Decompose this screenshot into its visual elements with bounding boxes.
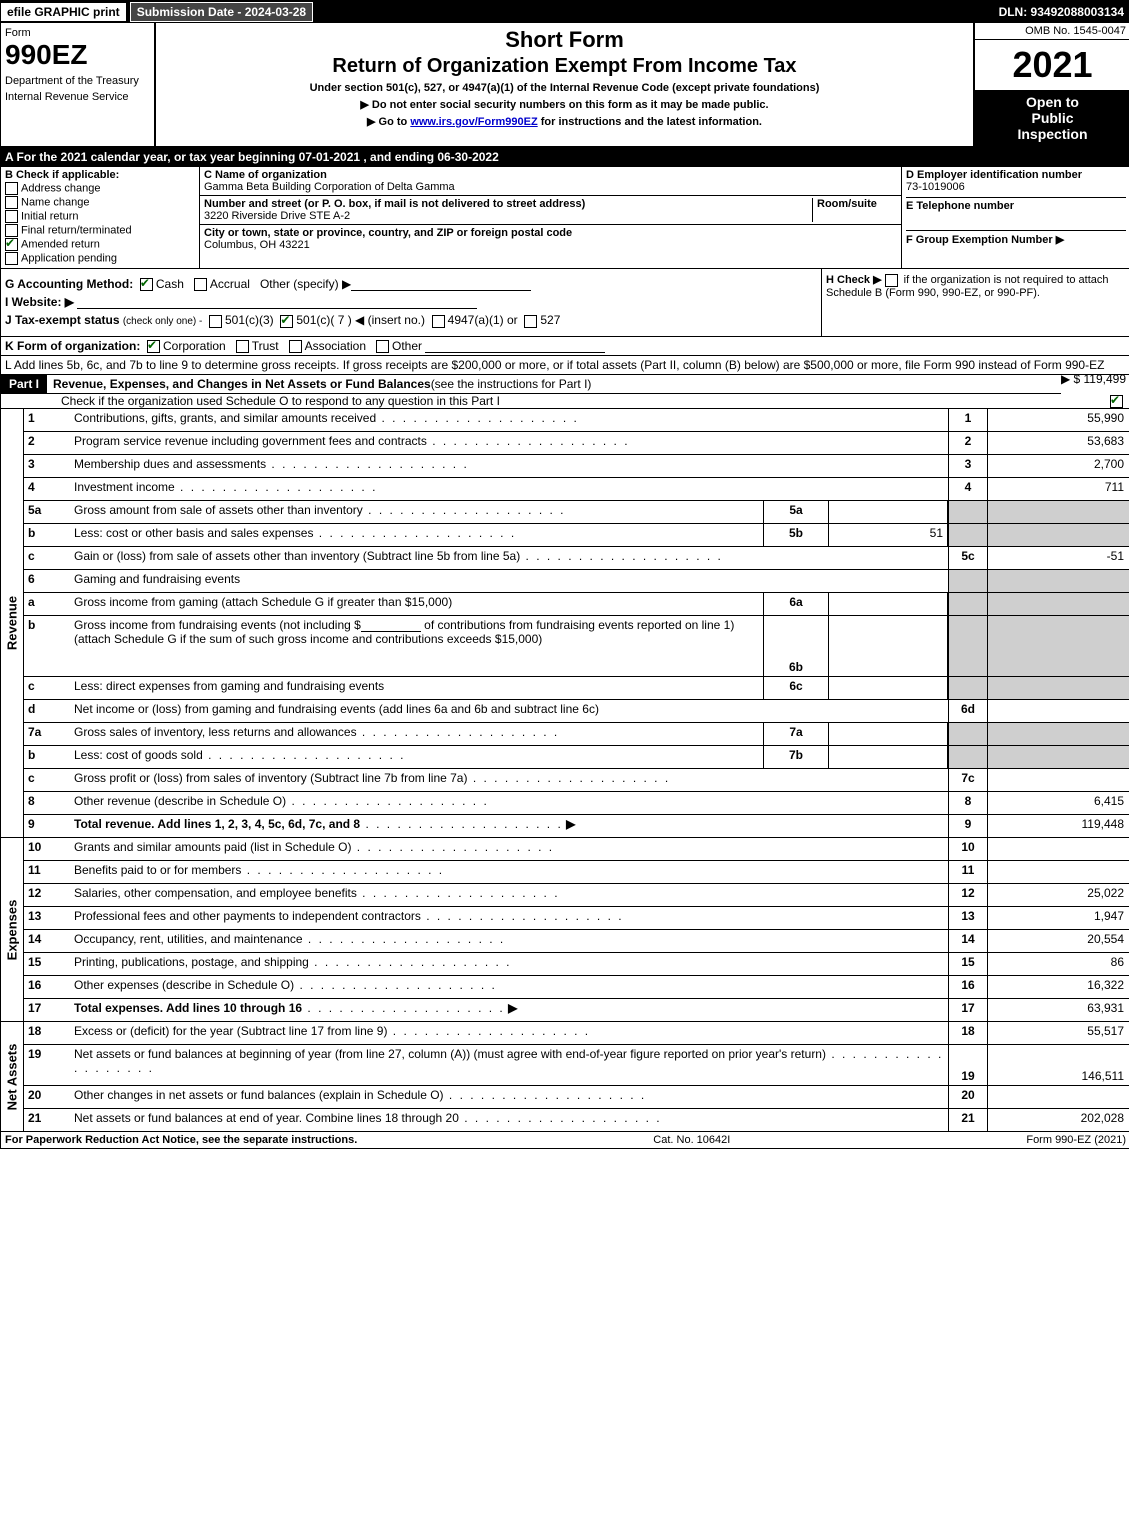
ein-label: D Employer identification number xyxy=(906,169,1082,181)
page-footer: For Paperwork Reduction Act Notice, see … xyxy=(1,1132,1129,1148)
line-19-amount: 146,511 xyxy=(987,1045,1129,1085)
efile-label: efile GRAPHIC print xyxy=(1,3,126,21)
org-name: Gamma Beta Building Corporation of Delta… xyxy=(204,181,455,193)
line-1-amount: 55,990 xyxy=(987,409,1129,431)
revenue-section: Revenue 1Contributions, gifts, grants, a… xyxy=(1,409,1129,838)
cb-corporation[interactable] xyxy=(147,340,160,353)
form-990ez-page: efile GRAPHIC print Submission Date - 20… xyxy=(0,0,1129,1149)
room-label: Room/suite xyxy=(817,198,877,210)
cb-name-change[interactable] xyxy=(5,196,18,209)
net-assets-label: Net Assets xyxy=(5,1043,20,1110)
net-assets-section: Net Assets 18Excess or (deficit) for the… xyxy=(1,1022,1129,1132)
line-12-amount: 25,022 xyxy=(987,884,1129,906)
submission-date: Submission Date - 2024-03-28 xyxy=(130,2,313,22)
part-1-badge: Part I xyxy=(1,375,47,393)
subtitle-ssn-warning: ▶ Do not enter social security numbers o… xyxy=(160,98,969,111)
row-k: K Form of organization: Corporation Trus… xyxy=(1,337,1129,356)
line-9-total-revenue: 119,448 xyxy=(987,815,1129,837)
open-to-public: Open to Public Inspection xyxy=(975,90,1129,146)
line-13-amount: 1,947 xyxy=(987,907,1129,929)
line-2-amount: 53,683 xyxy=(987,432,1129,454)
row-h: H Check ▶ if the organization is not req… xyxy=(821,269,1129,336)
expenses-label: Expenses xyxy=(5,899,20,960)
section-b-label: B Check if applicable: xyxy=(5,169,195,181)
phone-label: E Telephone number xyxy=(906,200,1014,212)
revenue-label: Revenue xyxy=(5,596,20,650)
line-8-amount: 6,415 xyxy=(987,792,1129,814)
cb-initial-return[interactable] xyxy=(5,210,18,223)
form-header: Form 990EZ Department of the Treasury In… xyxy=(1,23,1129,148)
line-5c-amount: -51 xyxy=(987,547,1129,569)
row-l: L Add lines 5b, 6c, and 7b to line 9 to … xyxy=(1,356,1129,375)
line-16-amount: 16,322 xyxy=(987,976,1129,998)
row-g: G Accounting Method: Cash Accrual Other … xyxy=(5,277,817,291)
form-footer-label: Form 990-EZ (2021) xyxy=(1026,1134,1126,1146)
cb-association[interactable] xyxy=(289,340,302,353)
org-address: 3220 Riverside Drive STE A-2 xyxy=(204,210,350,222)
irs-label: Internal Revenue Service xyxy=(5,91,150,103)
line-21-amount: 202,028 xyxy=(987,1109,1129,1131)
line-4-amount: 711 xyxy=(987,478,1129,500)
part-1-header: Part I Revenue, Expenses, and Changes in… xyxy=(1,375,1061,394)
subtitle-goto: ▶ Go to www.irs.gov/Form990EZ for instru… xyxy=(160,115,969,128)
c-name-label: C Name of organization xyxy=(204,169,327,181)
line-17-total-expenses: 63,931 xyxy=(987,999,1129,1021)
line-5b-value: 51 xyxy=(829,524,948,546)
title-short-form: Short Form xyxy=(160,27,969,53)
subtitle-section: Under section 501(c), 527, or 4947(a)(1)… xyxy=(160,82,969,94)
addr-label: Number and street (or P. O. box, if mail… xyxy=(204,198,585,210)
cb-cash[interactable] xyxy=(140,278,153,291)
paperwork-notice: For Paperwork Reduction Act Notice, see … xyxy=(5,1134,357,1146)
line-15-amount: 86 xyxy=(987,953,1129,975)
form-label: Form xyxy=(5,27,150,39)
section-g-through-j: G Accounting Method: Cash Accrual Other … xyxy=(1,269,1129,337)
cb-4947[interactable] xyxy=(432,315,445,328)
topbar: efile GRAPHIC print Submission Date - 20… xyxy=(1,1,1129,23)
cb-application-pending[interactable] xyxy=(5,252,18,265)
section-b-through-f: B Check if applicable: Address change Na… xyxy=(1,167,1129,269)
dln: DLN: 93492088003134 xyxy=(999,5,1129,19)
row-j: J Tax-exempt status (check only one) - 5… xyxy=(5,313,817,327)
row-i: I Website: ▶ xyxy=(5,295,817,309)
expenses-section: Expenses 10Grants and similar amounts pa… xyxy=(1,838,1129,1022)
cb-trust[interactable] xyxy=(236,340,249,353)
group-exemption-label: F Group Exemption Number ▶ xyxy=(906,234,1064,246)
cb-accrual[interactable] xyxy=(194,278,207,291)
part-1-check-line: Check if the organization used Schedule … xyxy=(1,394,1129,409)
form-number: 990EZ xyxy=(5,39,150,71)
cb-schedule-b[interactable] xyxy=(885,274,898,287)
city-label: City or town, state or province, country… xyxy=(204,227,572,239)
ein-value: 73-1019006 xyxy=(906,181,1126,193)
row-a-tax-year: A For the 2021 calendar year, or tax yea… xyxy=(1,148,1129,167)
line-3-amount: 2,700 xyxy=(987,455,1129,477)
cb-address-change[interactable] xyxy=(5,182,18,195)
cat-number: Cat. No. 10642I xyxy=(357,1134,1026,1146)
cb-501c[interactable] xyxy=(280,315,293,328)
omb-number: OMB No. 1545-0047 xyxy=(975,23,1129,40)
cb-schedule-o-part1[interactable] xyxy=(1110,395,1123,408)
cb-501c3[interactable] xyxy=(209,315,222,328)
dept-treasury: Department of the Treasury xyxy=(5,75,150,87)
title-return-exempt: Return of Organization Exempt From Incom… xyxy=(160,55,969,78)
cb-other-org[interactable] xyxy=(376,340,389,353)
org-city: Columbus, OH 43221 xyxy=(204,239,310,251)
line-14-amount: 20,554 xyxy=(987,930,1129,952)
cb-amended-return[interactable] xyxy=(5,238,18,251)
irs-link[interactable]: www.irs.gov/Form990EZ xyxy=(410,116,537,128)
gross-receipts-amount: ▶ $ 119,499 xyxy=(1061,372,1126,386)
cb-527[interactable] xyxy=(524,315,537,328)
tax-year: 2021 xyxy=(975,40,1129,90)
line-18-amount: 55,517 xyxy=(987,1022,1129,1044)
